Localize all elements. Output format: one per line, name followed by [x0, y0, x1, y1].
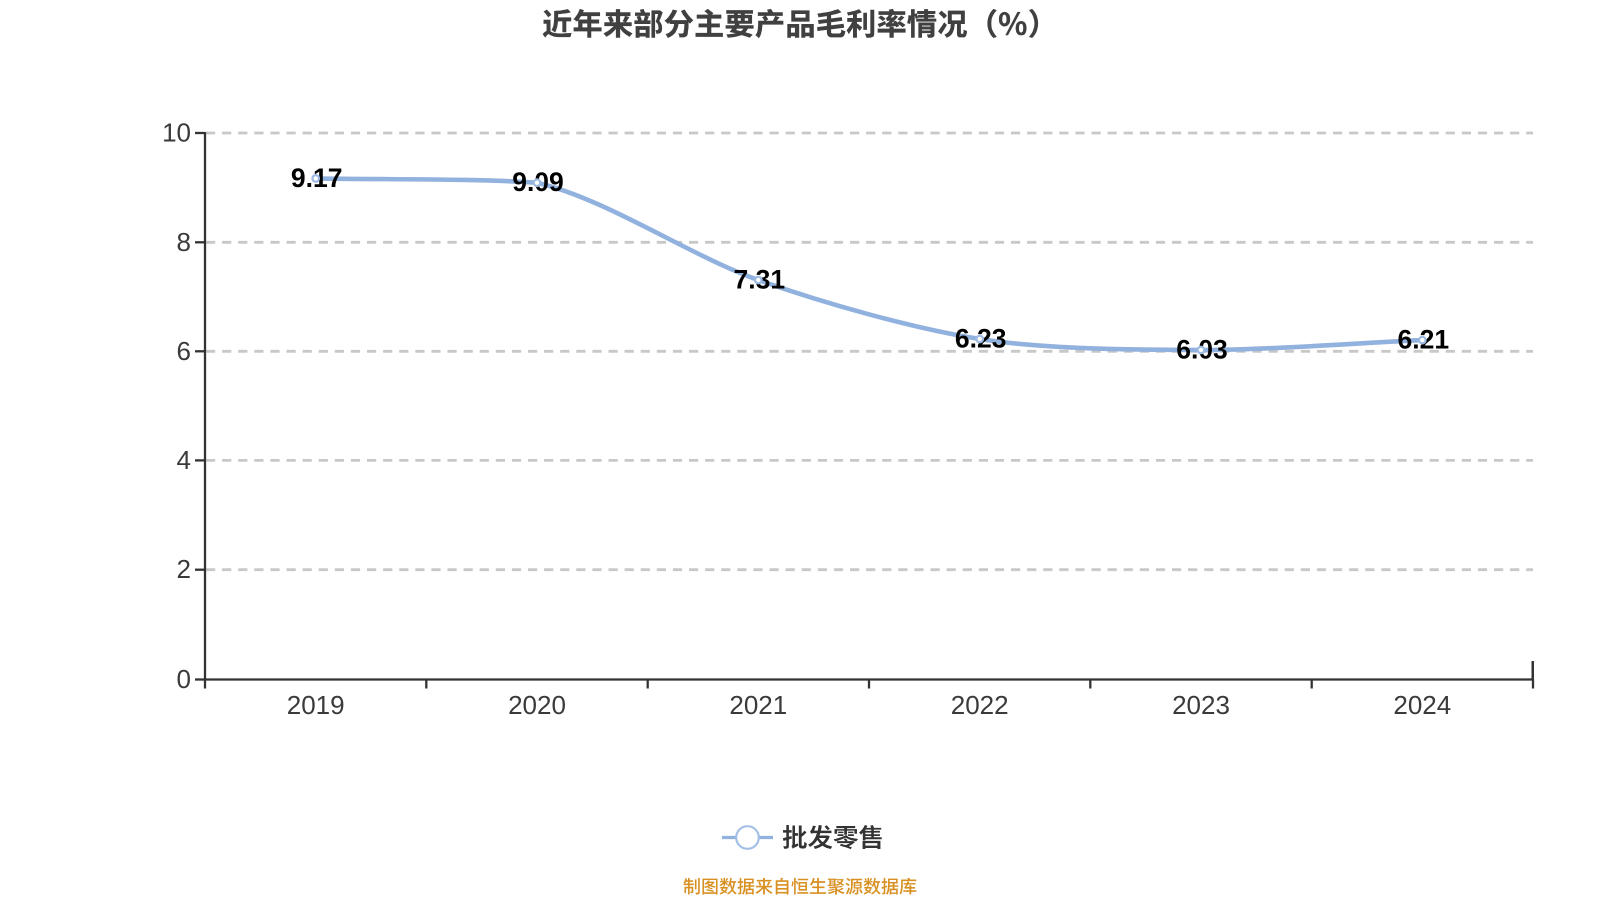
svg-text:4: 4 — [177, 445, 191, 475]
svg-text:2023: 2023 — [1172, 690, 1230, 720]
svg-text:2024: 2024 — [1393, 690, 1451, 720]
svg-text:2019: 2019 — [287, 690, 345, 720]
svg-text:0: 0 — [177, 664, 191, 694]
svg-text:8: 8 — [177, 227, 191, 257]
svg-text:2021: 2021 — [729, 690, 787, 720]
svg-text:6: 6 — [177, 336, 191, 366]
svg-text:2: 2 — [177, 554, 191, 584]
svg-text:2022: 2022 — [951, 690, 1009, 720]
svg-text:2020: 2020 — [508, 690, 566, 720]
svg-text:10: 10 — [162, 118, 191, 148]
